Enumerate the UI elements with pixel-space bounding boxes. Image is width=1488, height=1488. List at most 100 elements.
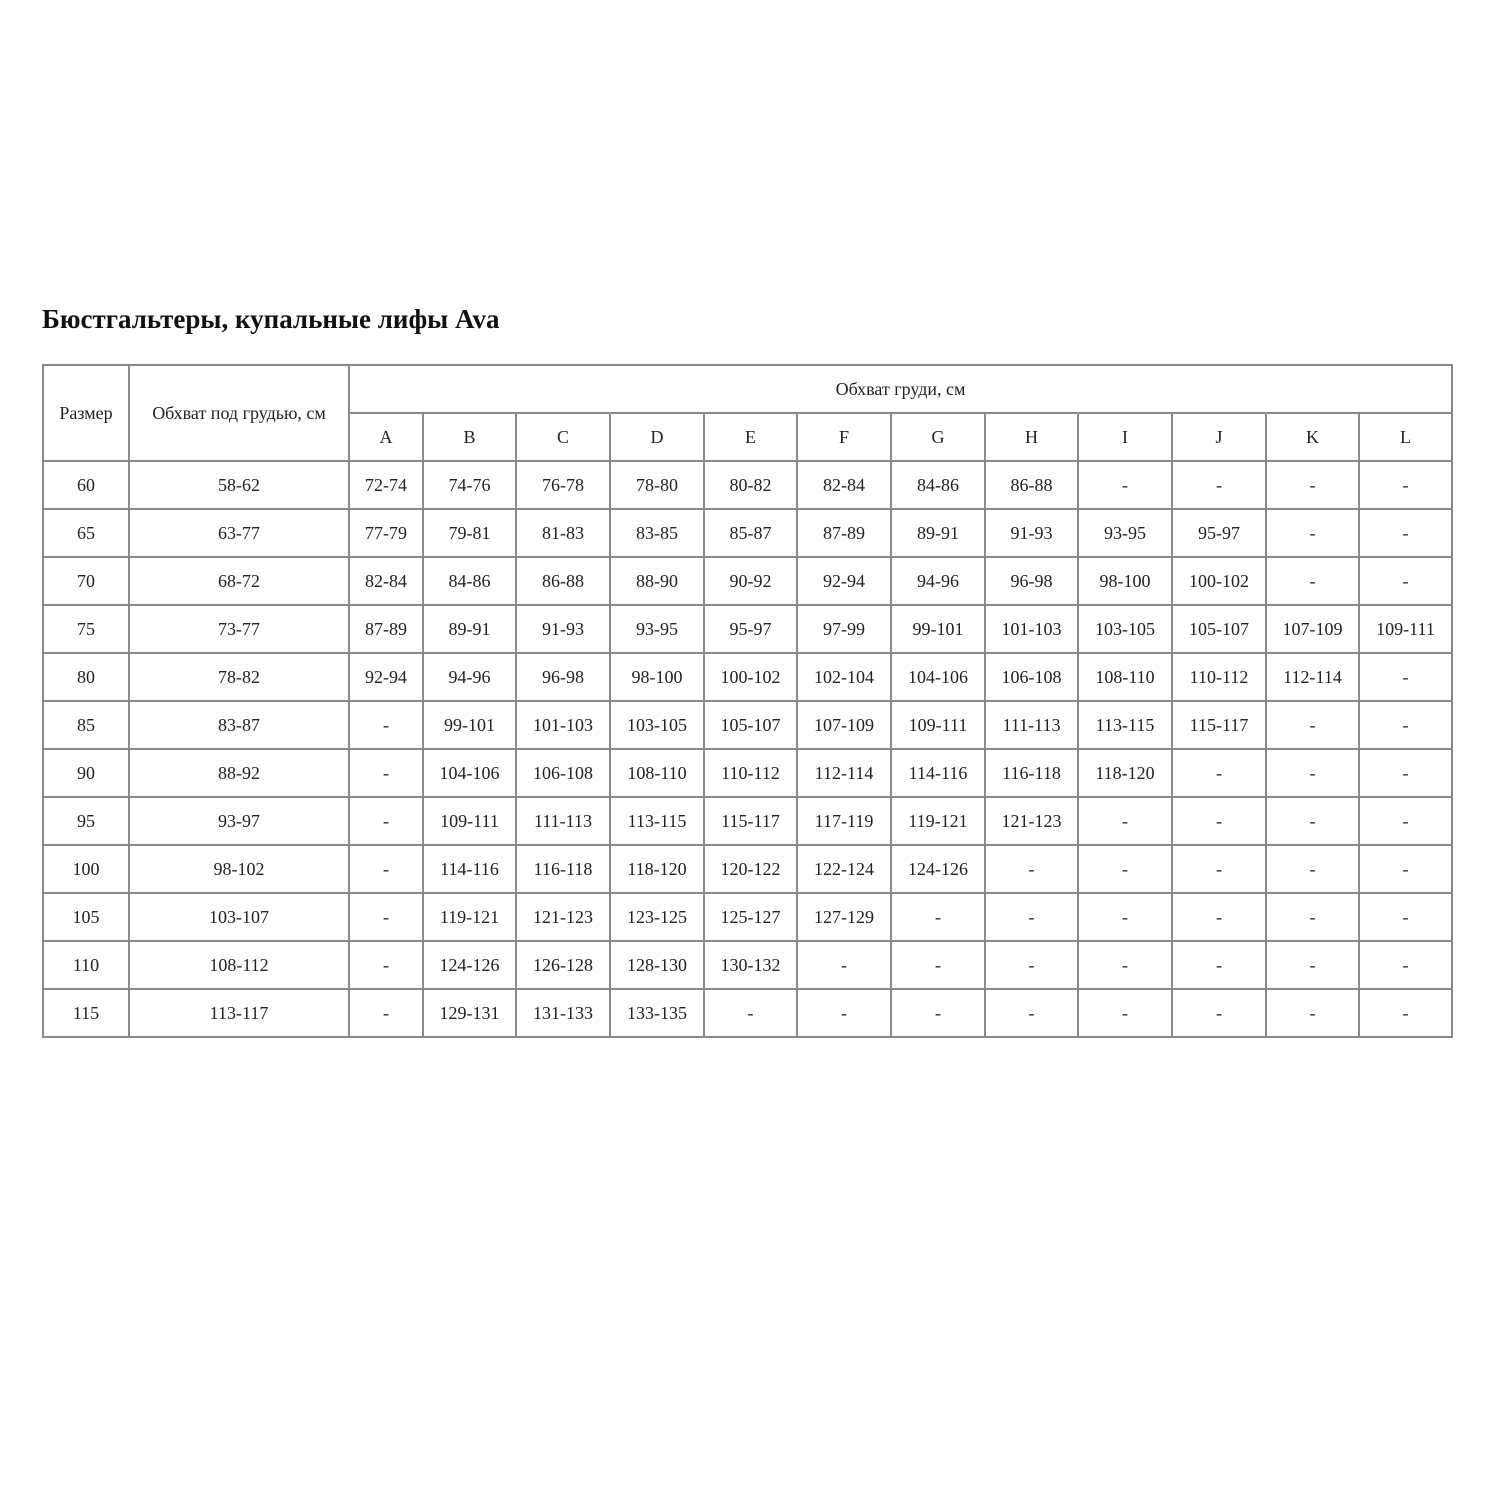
size-cell: 100	[42, 844, 130, 894]
bust-cell: 87-89	[348, 604, 424, 654]
table-row: 60 58-62 72-74 74-76 76-78 78-80 80-82 82-84 84-…	[42, 460, 1453, 510]
bust-cell: 96-98	[984, 556, 1079, 606]
cup-header-c: C	[515, 412, 611, 462]
bust-cell: 79-81	[422, 508, 517, 558]
underbust-cell: 103-107	[128, 892, 350, 942]
bust-cell: -	[348, 844, 424, 894]
table-row: 80 78-82 92-94 94-96 96-98 98-100 100-102 102-1…	[42, 652, 1453, 702]
bust-cell: -	[1077, 892, 1173, 942]
underbust-cell: 78-82	[128, 652, 350, 702]
bust-cell: 119-121	[422, 892, 517, 942]
bust-cell: 124-126	[890, 844, 986, 894]
bust-cell: 113-115	[609, 796, 705, 846]
bust-cell: 82-84	[796, 460, 892, 510]
bust-cell: 124-126	[422, 940, 517, 990]
bust-cell: 123-125	[609, 892, 705, 942]
bust-cell: -	[1265, 892, 1360, 942]
bust-cell: -	[1265, 460, 1360, 510]
bust-cell: 107-109	[1265, 604, 1360, 654]
bust-cell: -	[1171, 940, 1267, 990]
bust-cell: 91-93	[515, 604, 611, 654]
bust-cell: -	[348, 796, 424, 846]
bust-cell: 90-92	[703, 556, 798, 606]
underbust-cell: 58-62	[128, 460, 350, 510]
cup-header-b: B	[422, 412, 517, 462]
size-cell: 60	[42, 460, 130, 510]
bust-cell: 97-99	[796, 604, 892, 654]
page-title: Бюстгальтеры, купальные лифы Ava	[42, 304, 500, 334]
bust-cell: 129-131	[422, 988, 517, 1038]
bust-cell: -	[348, 700, 424, 750]
table-row: 100 98-102-114-116 116-118 118-120 120-122 12…	[42, 844, 1453, 894]
bust-cell: -	[1358, 460, 1453, 510]
bust-cell: -	[1358, 844, 1453, 894]
bust-cell: -	[348, 940, 424, 990]
table-row: 110 108-112-124-126 126-128 128-130 130-132-…	[42, 940, 1453, 990]
table-row: 95 93-97-109-111 111-113 113-115 115-117 117-…	[42, 796, 1453, 846]
bust-cell: 101-103	[515, 700, 611, 750]
bust-cell: 92-94	[348, 652, 424, 702]
size-cell: 105	[42, 892, 130, 942]
bust-cell: 125-127	[703, 892, 798, 942]
bust-cell: 114-116	[890, 748, 986, 798]
size-header: Размер	[42, 364, 130, 462]
bust-cell: 104-106	[890, 652, 986, 702]
bust-cell: 109-111	[890, 700, 986, 750]
bust-cell: 130-132	[703, 940, 798, 990]
bust-cell: -	[796, 988, 892, 1038]
bust-cell: 84-86	[422, 556, 517, 606]
bust-cell: -	[1265, 844, 1360, 894]
bust-cell: 110-112	[1171, 652, 1267, 702]
cup-header-k: K	[1265, 412, 1360, 462]
underbust-cell: 63-77	[128, 508, 350, 558]
bust-cell: 74-76	[422, 460, 517, 510]
bust-cell: 72-74	[348, 460, 424, 510]
bust-cell: 76-78	[515, 460, 611, 510]
cup-header-j: J	[1171, 412, 1267, 462]
bust-cell: 89-91	[422, 604, 517, 654]
bust-cell: -	[1265, 940, 1360, 990]
bust-cell: 82-84	[348, 556, 424, 606]
size-cell: 75	[42, 604, 130, 654]
size-chart-table: Размер Обхват под грудью, см Обхват груд…	[42, 364, 1453, 1038]
bust-cell: 99-101	[890, 604, 986, 654]
cup-header-i: I	[1077, 412, 1173, 462]
bust-cell: -	[1265, 700, 1360, 750]
bust-cell: -	[984, 988, 1079, 1038]
bust-cell: -	[1358, 556, 1453, 606]
size-cell: 115	[42, 988, 130, 1038]
bust-cell: 91-93	[984, 508, 1079, 558]
bust-cell: 121-123	[515, 892, 611, 942]
bust-cell: -	[1358, 652, 1453, 702]
bust-cell: 86-88	[984, 460, 1079, 510]
bust-cell: 111-113	[515, 796, 611, 846]
bust-cell: 118-120	[609, 844, 705, 894]
bust-cell: -	[348, 748, 424, 798]
bust-cell: 103-105	[609, 700, 705, 750]
bust-cell: 121-123	[984, 796, 1079, 846]
table-row: 90 88-92-104-106 106-108 108-110 110-112 112-…	[42, 748, 1453, 798]
bust-cell: 98-100	[1077, 556, 1173, 606]
bust-cell: -	[348, 892, 424, 942]
cup-header-d: D	[609, 412, 705, 462]
bust-cell: 126-128	[515, 940, 611, 990]
size-cell: 85	[42, 700, 130, 750]
bust-cell: 93-95	[609, 604, 705, 654]
bust-cell: -	[890, 940, 986, 990]
bust-cell: -	[348, 988, 424, 1038]
bust-cell: -	[703, 988, 798, 1038]
bust-cell: 98-100	[609, 652, 705, 702]
bust-cell: 92-94	[796, 556, 892, 606]
bust-cell: -	[1077, 844, 1173, 894]
bust-cell: -	[1265, 748, 1360, 798]
bust-cell: 106-108	[984, 652, 1079, 702]
bust-cell: 112-114	[796, 748, 892, 798]
bust-cell: 102-104	[796, 652, 892, 702]
bust-cell: 113-115	[1077, 700, 1173, 750]
bust-cell: 83-85	[609, 508, 705, 558]
underbust-cell: 98-102	[128, 844, 350, 894]
size-cell: 110	[42, 940, 130, 990]
bust-cell: 108-110	[609, 748, 705, 798]
bust-cell: 87-89	[796, 508, 892, 558]
bust-cell: 116-118	[515, 844, 611, 894]
